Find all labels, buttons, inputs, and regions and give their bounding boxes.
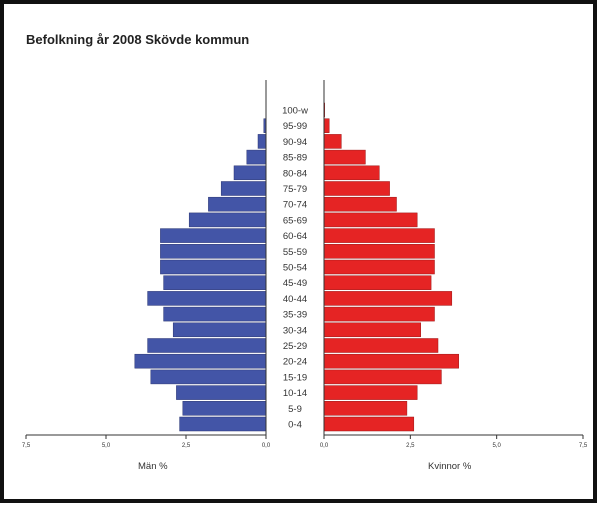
bar-men-55-59 (160, 244, 267, 259)
age-label-75-79: 75-79 (283, 184, 307, 195)
bar-women-65-69 (323, 212, 418, 228)
bar-men-30-34 (172, 322, 267, 338)
bar-women-70-74 (323, 196, 397, 212)
bar-women-95-99 (323, 118, 330, 133)
bar-men-80-84 (233, 165, 267, 181)
age-label-25-29: 25-29 (283, 341, 307, 352)
bar-women-20-24 (323, 353, 459, 369)
age-label-15-19: 15-19 (283, 372, 307, 383)
bar-men-70-74 (208, 196, 267, 212)
bar-men-25-29 (147, 338, 267, 353)
bar-men-0-4 (179, 416, 267, 432)
age-label-0-4: 0-4 (288, 420, 302, 431)
age-label-85-89: 85-89 (283, 153, 307, 164)
men-tick-label: 0,0 (262, 443, 271, 449)
women-tick-label: 5,0 (492, 443, 501, 449)
age-label-90-94: 90-94 (283, 137, 307, 148)
age-label-10-14: 10-14 (283, 388, 307, 399)
bar-men-45-49 (163, 275, 267, 290)
men-tick-label: 5,0 (102, 443, 111, 449)
population-pyramid-chart: Befolkning år 2008 Skövde kommun 0-4 5-9 1… (22, 32, 588, 472)
chart-title: Befolkning år 2008 Skövde kommun (26, 32, 249, 47)
bar-men-40-44 (147, 291, 267, 306)
bar-women-35-39 (323, 306, 435, 322)
age-labels-group: 0-4 5-9 10-14 15-19 20-24 25-29 30-34 35-39 40-4… (282, 106, 308, 431)
age-label-40-44: 40-44 (283, 294, 307, 305)
bar-women-60-64 (323, 228, 435, 243)
bar-women-5-9 (323, 401, 408, 416)
men-bars-group (134, 118, 267, 432)
bar-women-80-84 (323, 165, 380, 181)
bar-women-45-49 (323, 275, 432, 290)
bar-men-75-79 (220, 181, 267, 196)
bar-men-50-54 (160, 259, 267, 275)
age-label-50-54: 50-54 (283, 263, 307, 274)
bar-women-75-79 (323, 181, 390, 196)
bar-men-35-39 (163, 306, 267, 322)
bar-women-50-54 (323, 259, 435, 275)
age-label-5-9: 5-9 (288, 404, 302, 415)
bar-men-90-94 (257, 134, 267, 149)
age-label-55-59: 55-59 (283, 247, 307, 258)
bar-women-85-89 (323, 149, 366, 165)
women-tick-label: 0,0 (320, 443, 329, 449)
age-label-20-24: 20-24 (283, 357, 307, 368)
bar-women-55-59 (323, 244, 435, 259)
women-bars-group (323, 102, 459, 432)
left-axis-title: Män % (138, 461, 168, 472)
age-label-70-74: 70-74 (283, 200, 307, 211)
bar-men-10-14 (176, 385, 267, 400)
axes-group: 7,5 5,0 2,5 0,0 0,0 2,5 5,0 7,5 (22, 80, 588, 449)
age-label-100-w: 100-w (282, 106, 308, 117)
bar-women-0-4 (323, 416, 415, 432)
women-tick-label: 2,5 (406, 443, 415, 449)
bar-women-25-29 (323, 338, 439, 353)
age-label-95-99: 95-99 (283, 121, 307, 132)
age-label-45-49: 45-49 (283, 278, 307, 289)
bar-men-15-19 (150, 369, 267, 385)
bar-men-5-9 (182, 401, 267, 416)
bar-men-60-64 (160, 228, 267, 243)
bar-men-20-24 (134, 353, 267, 369)
age-label-30-34: 30-34 (283, 325, 307, 336)
age-label-35-39: 35-39 (283, 310, 307, 321)
age-label-80-84: 80-84 (283, 168, 307, 179)
bar-women-30-34 (323, 322, 421, 338)
women-tick-label: 7,5 (579, 443, 588, 449)
bar-women-10-14 (323, 385, 418, 400)
men-tick-label: 2,5 (182, 443, 191, 449)
bar-women-15-19 (323, 369, 442, 385)
bar-women-90-94 (323, 134, 342, 149)
men-tick-label: 7,5 (22, 443, 31, 449)
right-axis-title: Kvinnor % (428, 461, 472, 472)
bar-men-85-89 (246, 149, 267, 165)
age-label-60-64: 60-64 (283, 231, 307, 242)
bar-women-40-44 (323, 291, 453, 306)
age-label-65-69: 65-69 (283, 215, 307, 226)
bar-men-65-69 (188, 212, 267, 228)
